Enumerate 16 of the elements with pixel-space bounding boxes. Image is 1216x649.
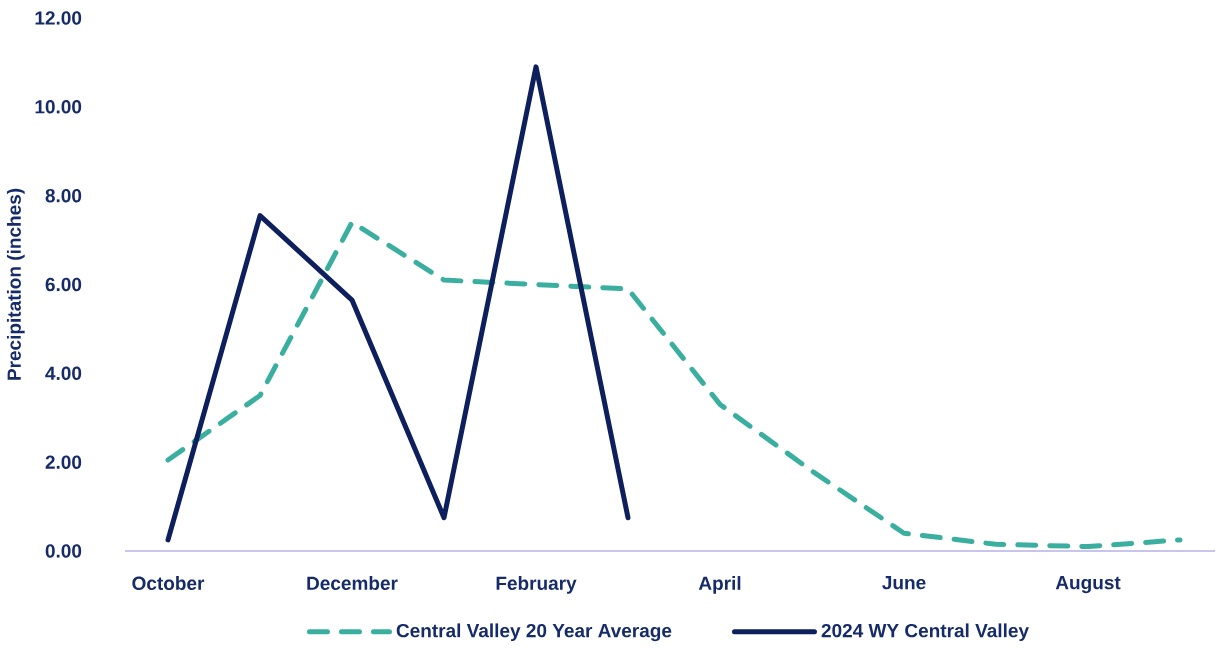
x-tick-label: December bbox=[307, 576, 398, 591]
x-tick-label: April bbox=[698, 576, 741, 594]
y-tick-label: 12.00 bbox=[35, 11, 82, 25]
x-tick-label: February bbox=[496, 576, 577, 594]
y-tick-label: 8.00 bbox=[45, 188, 82, 203]
y-axis-title: Precipitation (inches) bbox=[6, 188, 25, 380]
x-tick-label: October bbox=[132, 576, 205, 591]
y-tick-label: 2.00 bbox=[45, 455, 82, 469]
x-tick-label: August bbox=[1055, 576, 1121, 594]
y-tick-label: 10.00 bbox=[35, 100, 82, 114]
legend-label: 2024 WY Central Valley bbox=[821, 623, 1029, 642]
y-tick-label: 6.00 bbox=[45, 277, 82, 292]
x-tick-label: June bbox=[882, 576, 926, 590]
legend-label: Central Valley 20 Year Average bbox=[396, 623, 672, 642]
y-tick-label: 4.00 bbox=[45, 366, 82, 381]
y-tick-label: 0.00 bbox=[45, 544, 82, 558]
